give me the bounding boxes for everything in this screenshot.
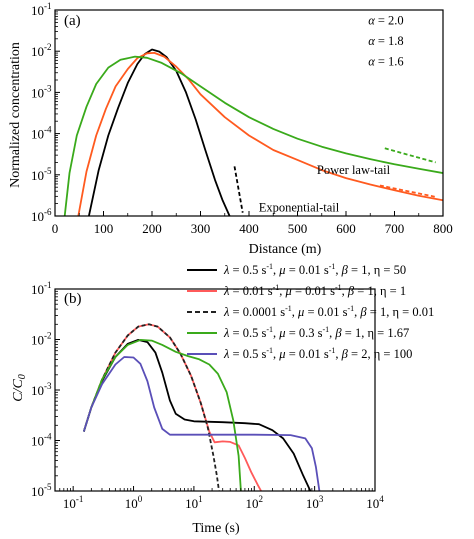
x-tick-label: 10-1 (63, 494, 84, 511)
series-line-4 (82, 339, 242, 491)
legend-entry: λ = 0.5 s-1, μ = 0.3 s-1, β = 1, η = 1.6… (187, 325, 409, 340)
alpha-annotation: α = 2.0 (368, 13, 404, 27)
series-line-1 (88, 48, 231, 216)
x-tick-label: 104 (366, 494, 384, 511)
x-tick-label: 200 (142, 221, 162, 236)
legend-label: λ = 0.01 s-1, μ = 0.01 s-1, β = 1, η = 1 (223, 283, 406, 298)
panel-a-ticks: 0 100 200 300 400 500 600 700 800 10-6 10-5 10-4 10-… (31, 1, 453, 236)
series-line-3 (82, 323, 220, 491)
panel-b-x-axis-label: Time (s) (192, 521, 240, 536)
panel-b-plot-frame (54, 288, 376, 492)
x-tick-label: 600 (336, 221, 356, 236)
series-line-6 (384, 147, 436, 164)
y-tick-label: 10-1 (31, 280, 52, 297)
panel-b-series (82, 323, 321, 491)
x-tick-label: 400 (239, 221, 259, 236)
panel-b-chart: 10-1 100 101 102 103 104 10-5 10-4 10-3 10-210-1 … (11, 262, 434, 536)
alpha-annotation: α = 1.8 (368, 34, 404, 48)
x-tick-label: 102 (246, 494, 263, 511)
y-tick-label: 10-5 (31, 482, 52, 499)
legend-entry: λ = 0.5 s-1, μ = 0.01 s-1, β = 2, η = 10… (187, 346, 412, 361)
series-line-5 (82, 356, 321, 491)
x-tick-label: 101 (185, 494, 203, 511)
x-tick-label: 103 (306, 494, 324, 511)
y-tick-label: 10-4 (31, 125, 52, 142)
legend-label: λ = 0.5 s-1, μ = 0.01 s-1, β = 2, η = 10… (223, 346, 412, 361)
tail-annotation: Exponential-tail (259, 200, 340, 214)
x-tick-label: 500 (288, 221, 308, 236)
panel-a-plot-frame (54, 9, 444, 217)
series-line-5 (379, 184, 436, 198)
x-tick-label: 700 (385, 221, 405, 236)
panel-b-y-axis-label: C/C0 (11, 374, 28, 402)
x-tick-label: 0 (52, 221, 59, 236)
panel-a-y-axis-label: Normalized concentration (8, 42, 23, 188)
legend-label: λ = 0.0001 s-1, μ = 0.01 s-1, β = 1, η =… (223, 304, 434, 319)
x-tick-label: 800 (433, 221, 453, 236)
series-line-3 (63, 55, 443, 216)
legend-entry: λ = 0.5 s-1, μ = 0.01 s-1, β = 1, η = 50 (187, 262, 406, 277)
series-line-4 (233, 166, 244, 213)
legend-label: λ = 0.5 s-1, μ = 0.01 s-1, β = 1, η = 50 (223, 262, 406, 277)
y-tick-label: 10-3 (31, 381, 52, 398)
legend-entry: λ = 0.01 s-1, μ = 0.01 s-1, β = 1, η = 1 (187, 283, 406, 298)
panel-a-chart: 0 100 200 300 400 500 600 700 800 10-6 10-5 10-4 10-… (8, 1, 453, 257)
panel-b-ticks: 10-1 100 101 102 103 104 10-5 10-4 10-3 10-2 10-1 (31, 280, 384, 511)
y-tick-label: 10-6 (31, 207, 52, 224)
panel-b-label: (b) (64, 291, 82, 307)
y-tick-label: 10-2 (31, 42, 52, 59)
y-tick-label: 10-2 (31, 331, 52, 348)
panel-a-series (63, 48, 443, 216)
y-tick-label: 10-5 (31, 166, 52, 183)
series-line-2 (77, 52, 443, 216)
y-tick-label: 10-4 (31, 432, 52, 449)
y-tick-label: 10-3 (31, 83, 52, 100)
x-tick-label: 100 (94, 221, 114, 236)
panel-a-x-axis-label: Distance (m) (249, 242, 322, 257)
panel-a-label: (a) (64, 13, 81, 29)
tail-annotation: Power law-tail (317, 163, 391, 177)
y-tick-label: 10-1 (31, 1, 52, 18)
panel-a-annotations: α = 2.0 α = 1.8 α = 1.6 Power law-tail Expon… (259, 13, 404, 214)
panel-b-legend: λ = 0.5 s-1, μ = 0.01 s-1, β = 1, η = 50… (187, 262, 434, 361)
x-tick-label: 100 (125, 494, 143, 511)
x-tick-label: 300 (191, 221, 211, 236)
legend-entry: λ = 0.0001 s-1, μ = 0.01 s-1, β = 1, η =… (187, 304, 434, 319)
legend-label: λ = 0.5 s-1, μ = 0.3 s-1, β = 1, η = 1.6… (223, 325, 409, 340)
alpha-annotation: α = 1.6 (368, 54, 404, 68)
